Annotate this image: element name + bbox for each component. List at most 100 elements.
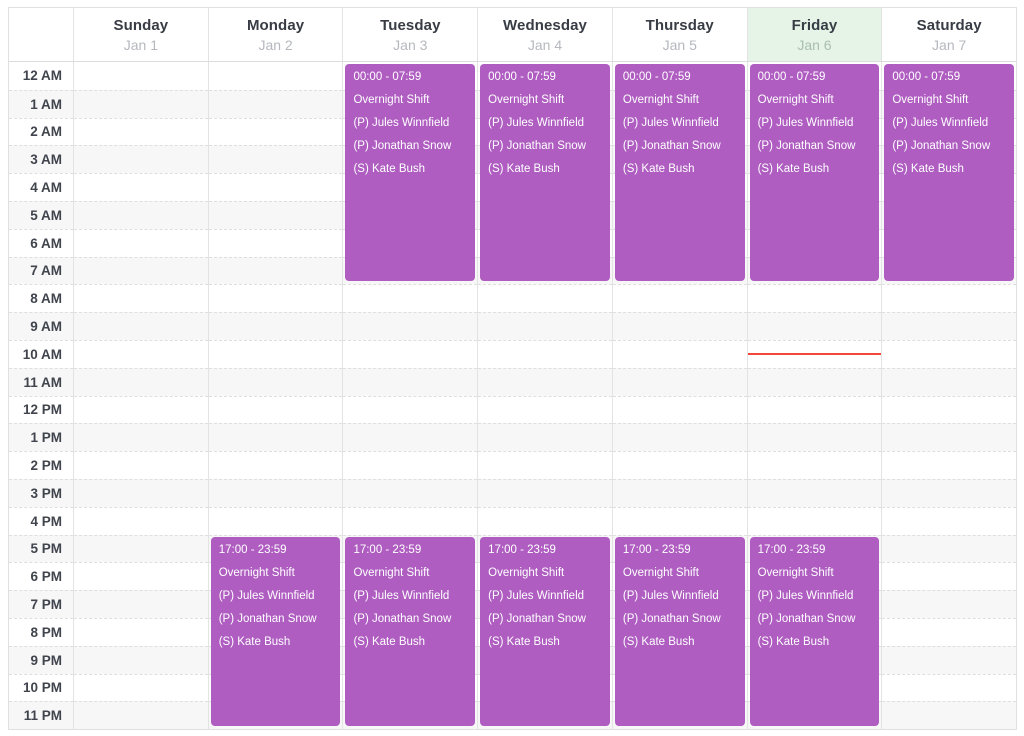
hour-cell[interactable] xyxy=(74,256,208,285)
hour-cell[interactable] xyxy=(343,423,478,452)
hour-cell[interactable] xyxy=(343,395,478,424)
hour-cell[interactable] xyxy=(74,478,208,507)
shift-event[interactable]: 00:00 - 07:59 Overnight Shift (P) Jules Wi… xyxy=(749,64,880,282)
hour-cell[interactable] xyxy=(74,62,208,90)
hour-cell[interactable] xyxy=(882,478,1017,507)
hour-cell[interactable] xyxy=(882,284,1017,312)
hour-cell[interactable] xyxy=(612,451,747,479)
hour-cell[interactable] xyxy=(882,673,1017,702)
hour-cell[interactable] xyxy=(478,423,612,452)
hour-cell[interactable] xyxy=(478,395,612,424)
hour-cell[interactable] xyxy=(74,228,208,257)
hour-cell[interactable] xyxy=(612,506,747,535)
shift-event[interactable]: 17:00 - 23:59 Overnight Shift (P) Jules Wi… xyxy=(345,536,476,727)
hour-cell[interactable] xyxy=(747,423,882,452)
hour-cell[interactable] xyxy=(343,339,478,368)
shift-event[interactable]: 00:00 - 07:59 Overnight Shift (P) Jules Wi… xyxy=(345,64,476,282)
shift-event[interactable]: 17:00 - 23:59 Overnight Shift (P) Jules Wi… xyxy=(749,536,880,727)
hour-cell[interactable] xyxy=(343,506,478,535)
hour-cell[interactable] xyxy=(208,339,343,368)
hour-cell[interactable] xyxy=(208,200,343,229)
hour-cell[interactable] xyxy=(74,534,208,563)
hour-cell[interactable] xyxy=(208,284,343,312)
hour-cell[interactable] xyxy=(747,395,882,424)
hour-cell[interactable] xyxy=(478,451,612,479)
hour-cell[interactable] xyxy=(612,367,747,396)
hour-cell[interactable] xyxy=(747,339,882,368)
hour-cell[interactable] xyxy=(74,506,208,535)
hour-cell[interactable] xyxy=(208,312,343,340)
hour-cell[interactable] xyxy=(612,423,747,452)
hour-cell[interactable] xyxy=(208,117,343,146)
hour-cell[interactable] xyxy=(612,284,747,312)
hour-cell[interactable] xyxy=(478,312,612,340)
hour-cell[interactable] xyxy=(478,339,612,368)
hour-cell[interactable] xyxy=(343,367,478,396)
hour-cell[interactable] xyxy=(882,312,1017,340)
hour-cell[interactable] xyxy=(882,562,1017,590)
hour-cell[interactable] xyxy=(882,534,1017,563)
hour-cell[interactable] xyxy=(882,339,1017,368)
shift-event[interactable]: 00:00 - 07:59 Overnight Shift (P) Jules Wi… xyxy=(884,64,1015,282)
hour-cell[interactable] xyxy=(478,284,612,312)
hour-cell[interactable] xyxy=(882,506,1017,535)
hour-cell[interactable] xyxy=(74,590,208,618)
hour-cell[interactable] xyxy=(208,395,343,424)
hour-cell[interactable] xyxy=(747,451,882,479)
hour-cell[interactable] xyxy=(74,312,208,340)
hour-cell[interactable] xyxy=(478,367,612,396)
hour-cell[interactable] xyxy=(208,451,343,479)
shift-event[interactable]: 17:00 - 23:59 Overnight Shift (P) Jules Wi… xyxy=(480,536,610,727)
hour-cell[interactable] xyxy=(208,367,343,396)
hour-cell[interactable] xyxy=(882,367,1017,396)
hour-cell[interactable] xyxy=(882,590,1017,618)
hour-cell[interactable] xyxy=(747,506,882,535)
hour-cell[interactable] xyxy=(612,395,747,424)
hour-cell[interactable] xyxy=(747,367,882,396)
hour-cell[interactable] xyxy=(208,145,343,174)
hour-cell[interactable] xyxy=(747,312,882,340)
hour-cell[interactable] xyxy=(882,451,1017,479)
hour-cell[interactable] xyxy=(882,395,1017,424)
hour-cell[interactable] xyxy=(74,673,208,702)
hour-cell[interactable] xyxy=(478,478,612,507)
hour-cell[interactable] xyxy=(74,395,208,424)
hour-cell[interactable] xyxy=(209,62,343,90)
hour-cell[interactable] xyxy=(74,451,208,479)
shift-event[interactable]: 00:00 - 07:59 Overnight Shift (P) Jules Wi… xyxy=(614,64,745,282)
hour-cell[interactable] xyxy=(478,506,612,535)
hour-cell[interactable] xyxy=(612,312,747,340)
hour-cell[interactable] xyxy=(74,284,208,312)
hour-cell[interactable] xyxy=(74,173,208,201)
shift-event[interactable]: 17:00 - 23:59 Overnight Shift (P) Jules Wi… xyxy=(614,536,745,727)
hour-cell[interactable] xyxy=(882,617,1017,646)
hour-cell[interactable] xyxy=(208,423,343,452)
hour-cell[interactable] xyxy=(343,284,478,312)
shift-event[interactable]: 00:00 - 07:59 Overnight Shift (P) Jules Wi… xyxy=(480,64,610,282)
hour-cell[interactable] xyxy=(208,173,343,201)
hour-cell[interactable] xyxy=(74,617,208,646)
hour-cell[interactable] xyxy=(74,339,208,368)
hour-cell[interactable] xyxy=(882,645,1017,674)
hour-cell[interactable] xyxy=(747,284,882,312)
hour-cell[interactable] xyxy=(74,562,208,590)
hour-cell[interactable] xyxy=(343,451,478,479)
hour-cell[interactable] xyxy=(74,367,208,396)
hour-cell[interactable] xyxy=(612,478,747,507)
hour-cell[interactable] xyxy=(74,701,208,730)
hour-cell[interactable] xyxy=(747,478,882,507)
hour-cell[interactable] xyxy=(882,701,1017,730)
hour-cell[interactable] xyxy=(208,89,343,118)
hour-cell[interactable] xyxy=(74,423,208,452)
hour-cell[interactable] xyxy=(74,645,208,674)
shift-event[interactable]: 17:00 - 23:59 Overnight Shift (P) Jules Wi… xyxy=(210,536,341,727)
hour-cell[interactable] xyxy=(208,256,343,285)
hour-cell[interactable] xyxy=(612,339,747,368)
hour-cell[interactable] xyxy=(882,423,1017,452)
hour-cell[interactable] xyxy=(74,117,208,146)
hour-cell[interactable] xyxy=(208,478,343,507)
hour-cell[interactable] xyxy=(208,228,343,257)
hour-cell[interactable] xyxy=(343,478,478,507)
hour-cell[interactable] xyxy=(74,200,208,229)
hour-cell[interactable] xyxy=(74,145,208,174)
